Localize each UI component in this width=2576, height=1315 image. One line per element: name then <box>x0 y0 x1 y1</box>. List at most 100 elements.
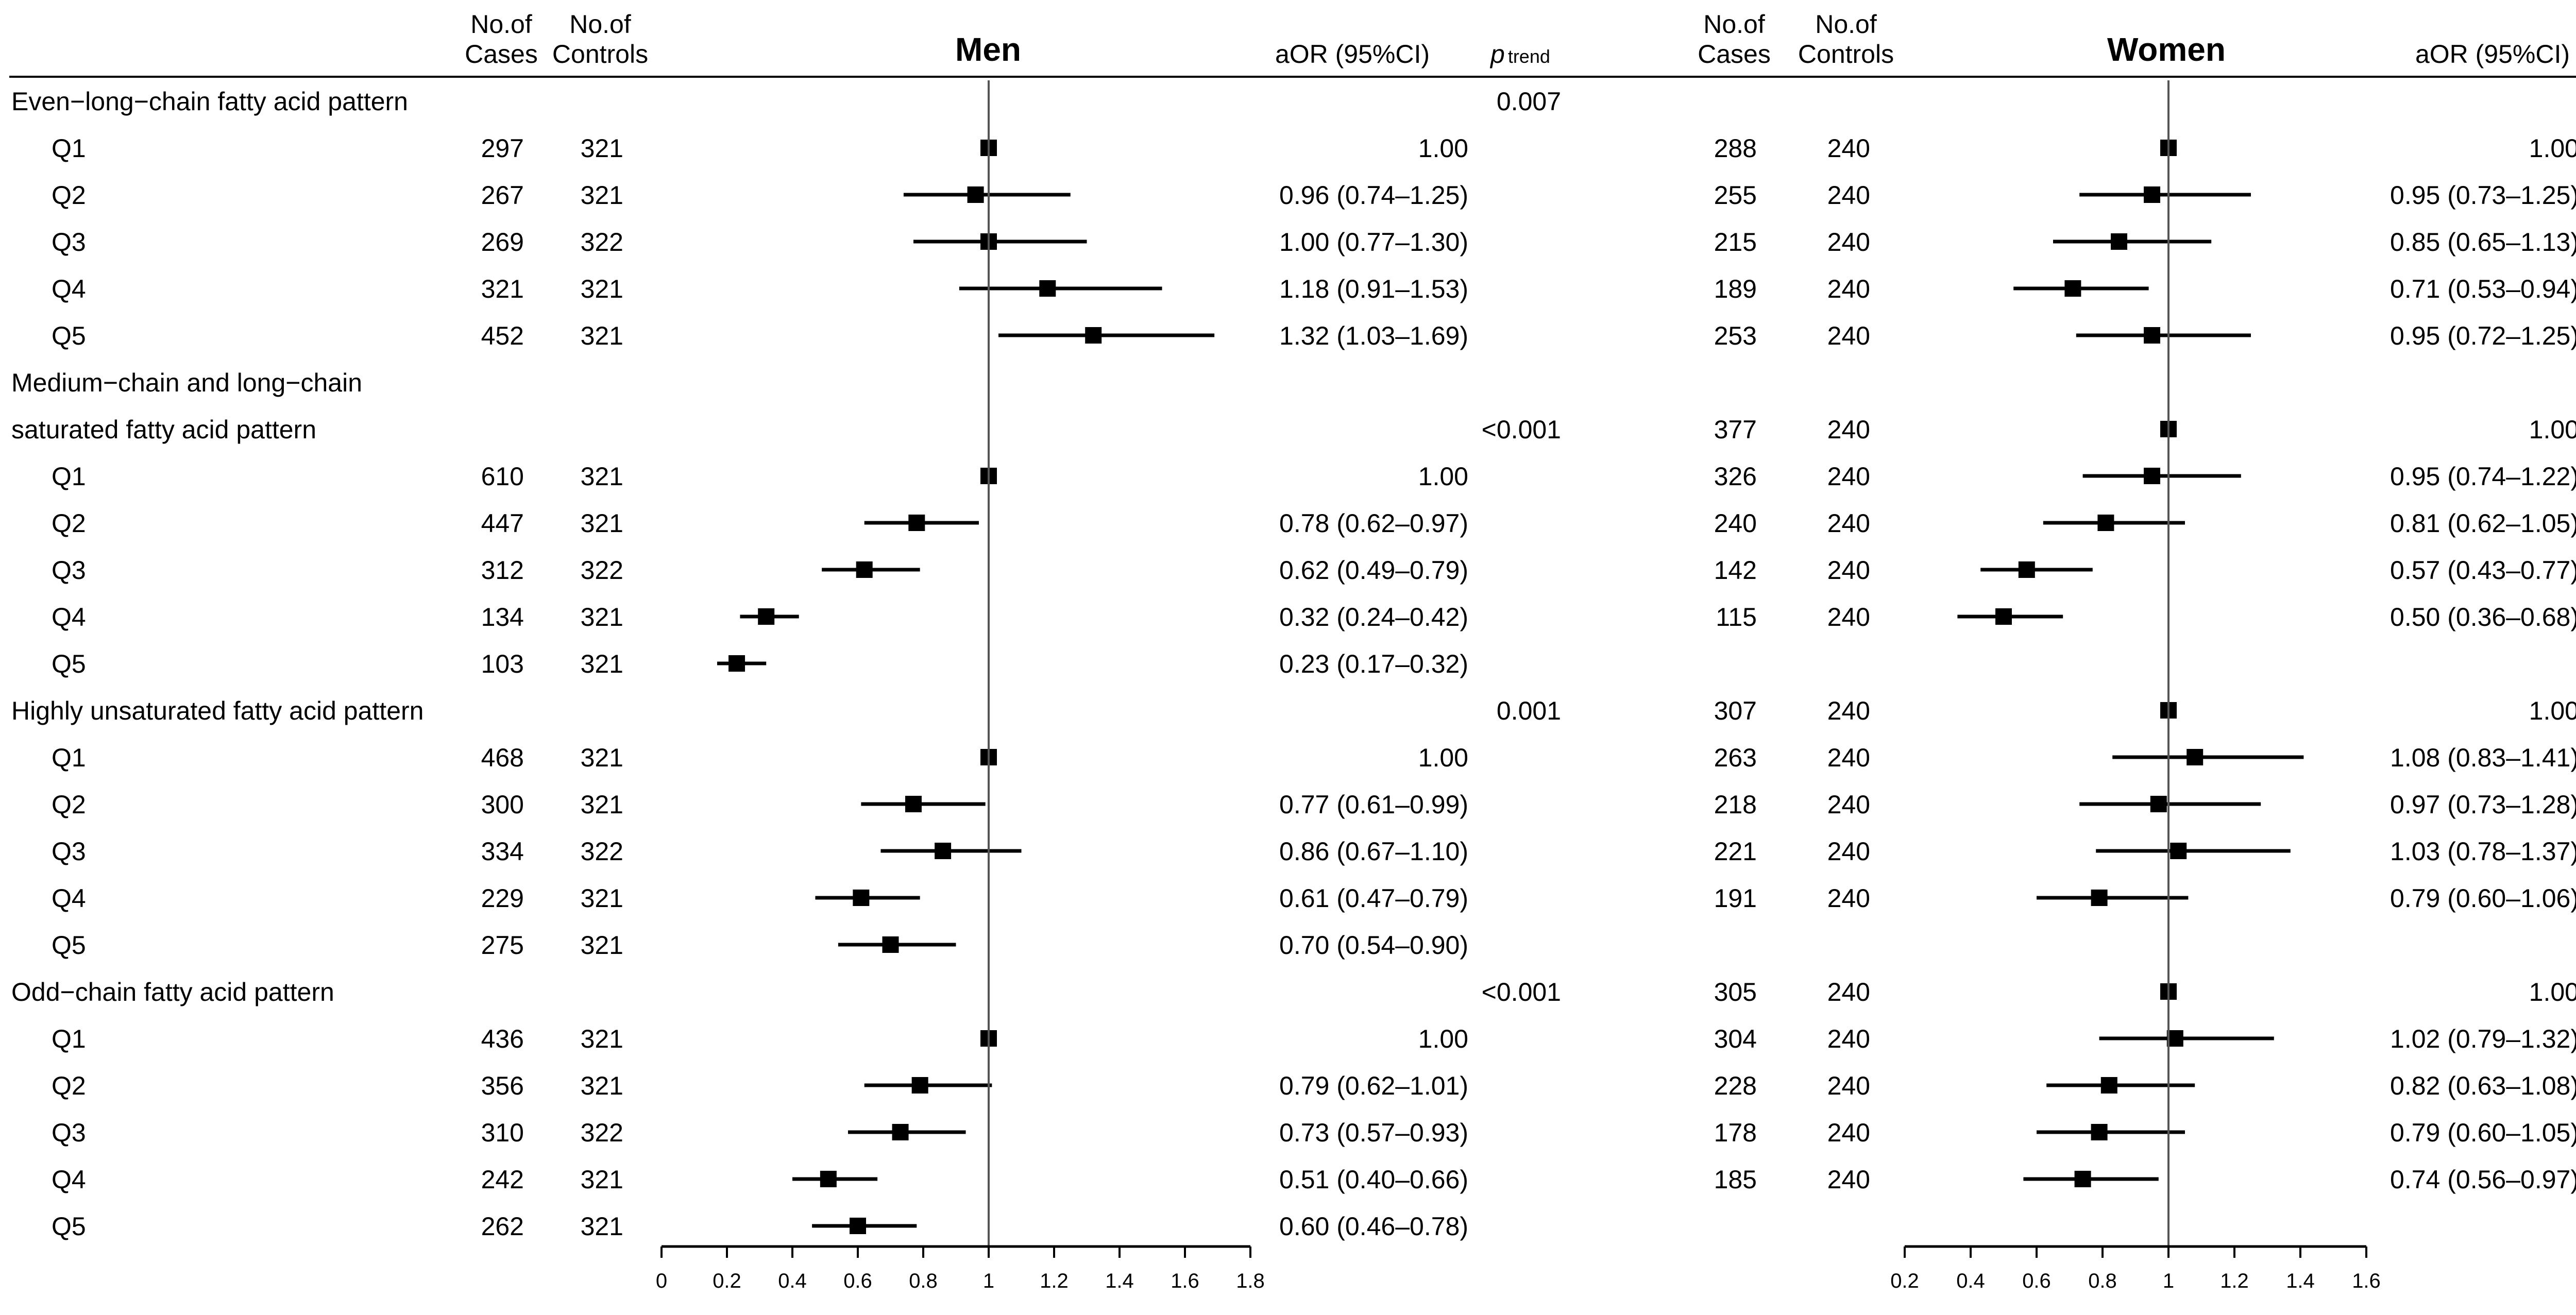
women-controls-value: 240 <box>1827 978 1870 1006</box>
women-controls-header-line1: No.of <box>1815 10 1877 39</box>
men-controls-value: 322 <box>581 556 623 585</box>
men-panel: Even−long−chain fatty acid pattern 0.007 Q… <box>11 87 1561 1241</box>
men-x-tick-label: 1.8 <box>1236 1270 1265 1292</box>
men-cases-value: 610 <box>481 462 524 491</box>
men-p-trend: 0.007 <box>1497 87 1561 116</box>
table-body: Even−long−chain fatty acid pattern 0.007 Q… <box>11 87 2576 1241</box>
quintile-label: Q2 <box>52 790 86 819</box>
men-aor-label: 0.60 (0.46–0.78) <box>1279 1212 1468 1241</box>
men-cases-value: 312 <box>481 556 524 585</box>
women-aor-label: 0.95 (0.72–1.25) <box>2390 321 2576 350</box>
men-controls-value: 321 <box>581 275 623 303</box>
women-cases-value: 178 <box>1714 1118 1757 1147</box>
men-controls-header-line1: No.of <box>569 10 631 39</box>
men-x-tick-label: 0.6 <box>843 1270 872 1292</box>
women-controls-value: 240 <box>1827 321 1870 350</box>
women-cases-value: 305 <box>1714 978 1757 1006</box>
group-label: Even−long−chain fatty acid pattern <box>11 87 408 116</box>
men-controls-value: 321 <box>581 884 623 913</box>
women-x-tick-label: 0.4 <box>1956 1270 1985 1292</box>
women-controls-value: 240 <box>1827 1118 1870 1147</box>
men-controls-value: 321 <box>581 181 623 210</box>
men-cases-value: 447 <box>481 509 524 538</box>
women-point-estimate <box>2018 561 2035 578</box>
quintile-label: Q4 <box>52 275 86 303</box>
women-cases-header-line1: No.of <box>1703 10 1765 39</box>
women-controls-value: 240 <box>1827 1024 1870 1053</box>
women-point-estimate <box>2144 468 2160 484</box>
men-p-trend: <0.001 <box>1482 415 1561 444</box>
women-x-tick-label: 1 <box>2163 1270 2174 1292</box>
women-aor-label: 1.08 (0.83–1.41) <box>2390 743 2576 772</box>
women-cases-value: 263 <box>1714 743 1757 772</box>
women-cases-value: 142 <box>1714 556 1757 585</box>
women-controls-value: 240 <box>1827 1071 1870 1100</box>
men-controls-value: 321 <box>581 1024 623 1053</box>
women-point-estimate <box>2064 280 2081 297</box>
women-cases-value: 185 <box>1714 1165 1757 1194</box>
men-cases-value: 262 <box>481 1212 524 1241</box>
quintile-label: Q3 <box>52 556 86 585</box>
women-aor-label: 0.97 (0.73–1.28) <box>2390 790 2576 819</box>
quintile-label: Q3 <box>52 1118 86 1147</box>
women-controls-value: 240 <box>1827 743 1870 772</box>
women-aor-label: 0.82 (0.63–1.08) <box>2390 1071 2576 1100</box>
women-controls-value: 240 <box>1827 603 1870 631</box>
men-point-estimate <box>728 655 745 672</box>
men-cases-value: 269 <box>481 228 524 257</box>
quintile-label: Q5 <box>52 321 86 350</box>
quintile-label: Q3 <box>52 228 86 257</box>
women-point-estimate <box>2150 796 2167 812</box>
women-point-estimate <box>2074 1171 2091 1187</box>
men-p-trend: <0.001 <box>1482 978 1561 1006</box>
men-point-estimate <box>911 1077 928 1094</box>
men-x-tick-label: 1 <box>983 1270 994 1292</box>
men-aor-header: aOR (95%CI) <box>1275 40 1430 69</box>
women-x-tick-label: 0.2 <box>1890 1270 1919 1292</box>
women-controls-value: 240 <box>1827 790 1870 819</box>
quintile-label: Q5 <box>52 931 86 960</box>
men-cases-value: 356 <box>481 1071 524 1100</box>
men-aor-label: 0.23 (0.17–0.32) <box>1279 650 1468 678</box>
women-cases-value: 189 <box>1714 275 1757 303</box>
men-cases-value: 468 <box>481 743 524 772</box>
men-ptrend-header: p trend <box>1489 40 1550 69</box>
women-controls-value: 240 <box>1827 509 1870 538</box>
women-cases-header-line2: Cases <box>1698 40 1771 69</box>
women-cases-value: 215 <box>1714 228 1757 257</box>
men-point-estimate <box>935 843 952 859</box>
women-aor-label: 0.71 (0.53–0.94) <box>2390 275 2576 303</box>
women-controls-value: 240 <box>1827 696 1870 725</box>
men-x-tick-label: 0 <box>656 1270 667 1292</box>
quintile-label: Q4 <box>52 1165 86 1194</box>
men-controls-value: 322 <box>581 228 623 257</box>
women-aor-label: 1.02 (0.79–1.32) <box>2390 1024 2576 1053</box>
men-x-tick-label: 0.2 <box>713 1270 741 1292</box>
men-aor-label: 1.00 <box>1418 743 1468 772</box>
women-point-estimate <box>2170 843 2187 859</box>
men-controls-value: 321 <box>581 1165 623 1194</box>
men-aor-label: 0.61 (0.47–0.79) <box>1279 884 1468 913</box>
quintile-label: Q4 <box>52 603 86 631</box>
women-aor-label: 0.85 (0.65–1.13) <box>2390 228 2576 257</box>
women-aor-label: 0.57 (0.43–0.77) <box>2390 556 2576 585</box>
men-aor-label: 0.86 (0.67–1.10) <box>1279 837 1468 866</box>
women-aor-label: 0.50 (0.36–0.68) <box>2390 603 2576 631</box>
women-aor-label: 0.74 (0.56–0.97) <box>2390 1165 2576 1194</box>
men-ptrend-p: p <box>1489 40 1505 69</box>
men-cases-value: 103 <box>481 650 524 678</box>
quintile-label: Q1 <box>52 134 86 163</box>
women-aor-label: 0.95 (0.73–1.25) <box>2390 181 2576 210</box>
women-cases-value: 228 <box>1714 1071 1757 1100</box>
men-controls-header-line2: Controls <box>552 40 648 69</box>
men-aor-label: 0.78 (0.62–0.97) <box>1279 509 1468 538</box>
men-panel-title: Men <box>955 31 1021 68</box>
men-cases-value: 267 <box>481 181 524 210</box>
men-aor-label: 0.79 (0.62–1.01) <box>1279 1071 1468 1100</box>
men-controls-value: 321 <box>581 462 623 491</box>
men-point-estimate <box>758 608 775 625</box>
men-point-estimate <box>853 890 870 906</box>
quintile-label: Q1 <box>52 462 86 491</box>
women-controls-value: 240 <box>1827 415 1870 444</box>
